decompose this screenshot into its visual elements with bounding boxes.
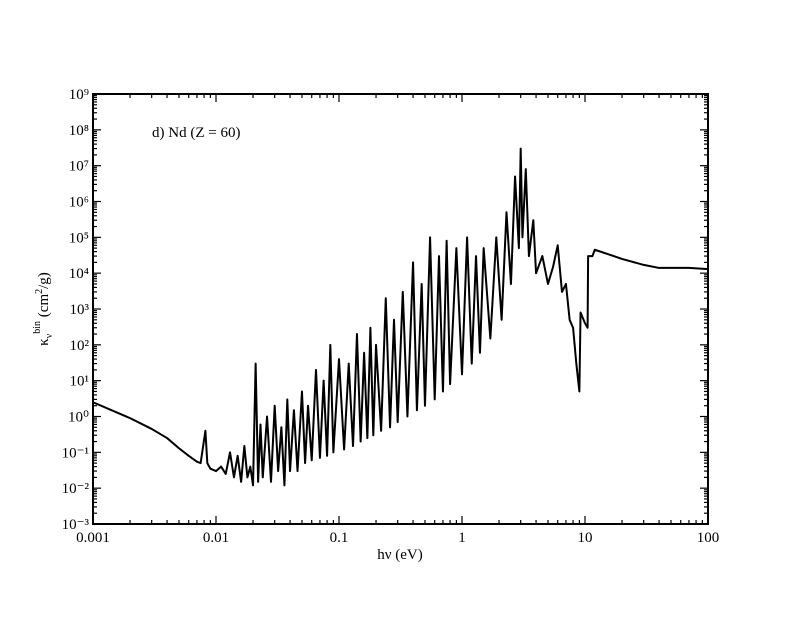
x-tick-label: 10: [578, 530, 593, 546]
annotation: d) Nd (Z = 60): [152, 125, 240, 141]
y-tick-label: 10⁶: [69, 195, 89, 211]
y-tick-label: 10⁹: [69, 87, 89, 103]
x-tick-label: 1: [458, 530, 466, 546]
plot-frame: [92, 93, 709, 525]
y-tick-label: 10⁴: [69, 266, 89, 282]
y-tick-label: 10⁵: [69, 230, 89, 246]
y-tick-label: 10⁻³: [62, 517, 90, 533]
y-axis-label: κνbin (cm2/g): [32, 272, 55, 346]
x-tick-label: 0.1: [330, 530, 349, 546]
x-axis-label: hν (eV): [377, 547, 423, 563]
y-tick-label: 10³: [70, 302, 90, 318]
x-tick-label: 100: [697, 530, 720, 546]
y-tick-label: 10⁷: [69, 159, 89, 175]
data-line: [92, 147, 709, 487]
y-tick-label: 10⁰: [68, 410, 89, 426]
y-tick-label: 10⁸: [69, 123, 89, 139]
x-tick-label: 0.001: [76, 530, 110, 546]
y-tick-label: 10⁻²: [62, 481, 90, 497]
y-tick-label: 10⁻¹: [62, 445, 89, 461]
x-tick-label: 0.01: [203, 530, 229, 546]
y-tick-label: 10¹: [70, 374, 90, 390]
y-tick-label: 10²: [70, 338, 90, 354]
